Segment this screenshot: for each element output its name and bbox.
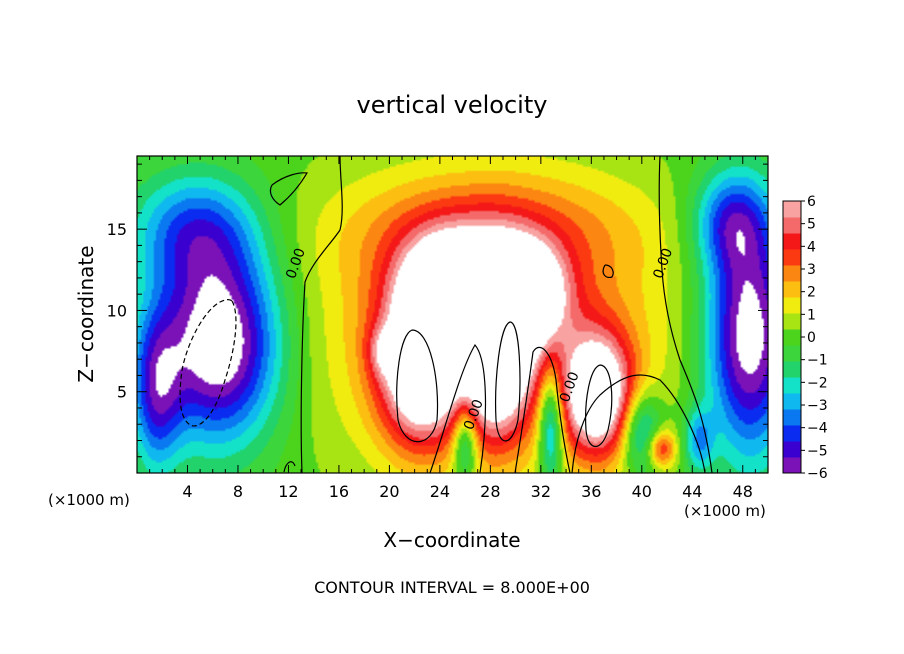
contour-line (585, 364, 613, 448)
colorbar-tick-label: −2 (807, 375, 828, 391)
x-tick-label: 40 (632, 482, 652, 501)
colorbar-tick-label: 2 (807, 285, 816, 301)
colorbar-swatch (783, 457, 801, 474)
x-tick-label: 44 (682, 482, 702, 501)
colorbar-swatch (783, 281, 801, 298)
colorbar-tick-label: −1 (807, 353, 828, 369)
contour-line (300, 156, 343, 473)
contour-line (571, 374, 706, 473)
x-tick-label: 4 (182, 482, 192, 501)
contour-line (396, 329, 439, 443)
y-tick-label: 15 (107, 220, 127, 239)
colorbar-swatch (783, 313, 801, 330)
velocity-field (137, 156, 768, 473)
colorbar-tick-label: −6 (807, 466, 828, 482)
y-axis: 5 10 15 (107, 163, 768, 458)
colorbar-swatch (783, 217, 801, 234)
colorbar-swatch (783, 441, 801, 458)
colorbar-tick-label: −3 (807, 398, 828, 414)
contour-line (514, 346, 571, 473)
colorbar-swatch (783, 345, 801, 362)
contour-line (179, 299, 237, 427)
y-axis-label: Z−coordinate (74, 245, 98, 382)
colorbar: 6 5 4 3 2 1 0 −1 −2 −3 −4 −5 −6 (782, 194, 828, 482)
colorbar-swatch (783, 425, 801, 442)
velocity-field-image (137, 156, 768, 473)
contour-line (429, 343, 487, 473)
colorbar-tick-label: 0 (807, 330, 816, 346)
y-tick-label: 5 (117, 383, 127, 402)
x-unit-left: (×1000 m) (48, 491, 130, 509)
colorbar-swatch (783, 233, 801, 250)
x-tick-label: 32 (531, 482, 551, 501)
colorbar-swatch (783, 265, 801, 282)
contour-line (495, 321, 521, 442)
colorbar-swatch (783, 393, 801, 410)
colorbar-swatch (783, 409, 801, 426)
chart-title: vertical velocity (357, 91, 548, 119)
colorbar-swatch (783, 249, 801, 266)
x-tick-label: 48 (733, 482, 753, 501)
colorbar-tick-label: 5 (807, 217, 816, 233)
x-tick-label: 8 (233, 482, 243, 501)
x-axis-label: X−coordinate (383, 528, 520, 552)
colorbar-swatch (783, 297, 801, 314)
contour-line (269, 172, 308, 206)
colorbar-swatch (783, 361, 801, 378)
colorbar-swatch (783, 201, 801, 218)
colorbar-tick-label: 6 (807, 194, 816, 210)
contour-line (602, 264, 614, 279)
x-unit-right: (×1000 m) (684, 502, 766, 520)
colorbar-swatch (783, 329, 801, 346)
colorbar-swatch (783, 377, 801, 394)
zero-contours (179, 156, 713, 473)
y-tick-label: 10 (107, 301, 127, 320)
x-tick-label: 24 (430, 482, 450, 501)
colorbar-tick-label: −5 (807, 443, 828, 459)
colorbar-tick-label: 1 (807, 307, 816, 323)
x-tick-label: 16 (329, 482, 349, 501)
x-tick-label: 36 (581, 482, 601, 501)
x-tick-label: 20 (379, 482, 399, 501)
x-tick-label: 28 (480, 482, 500, 501)
contour-line (283, 461, 296, 473)
contour-interval-footer: CONTOUR INTERVAL = 8.000E+00 (314, 578, 590, 597)
contour-line (658, 156, 713, 473)
x-axis: 4 8 12 16 20 24 28 32 36 40 44 48 (149, 156, 756, 501)
colorbar-tick-label: −4 (807, 421, 828, 437)
colorbar-tick-label: 3 (807, 262, 816, 278)
colorbar-tick-label: 4 (807, 239, 816, 255)
x-tick-label: 12 (278, 482, 298, 501)
